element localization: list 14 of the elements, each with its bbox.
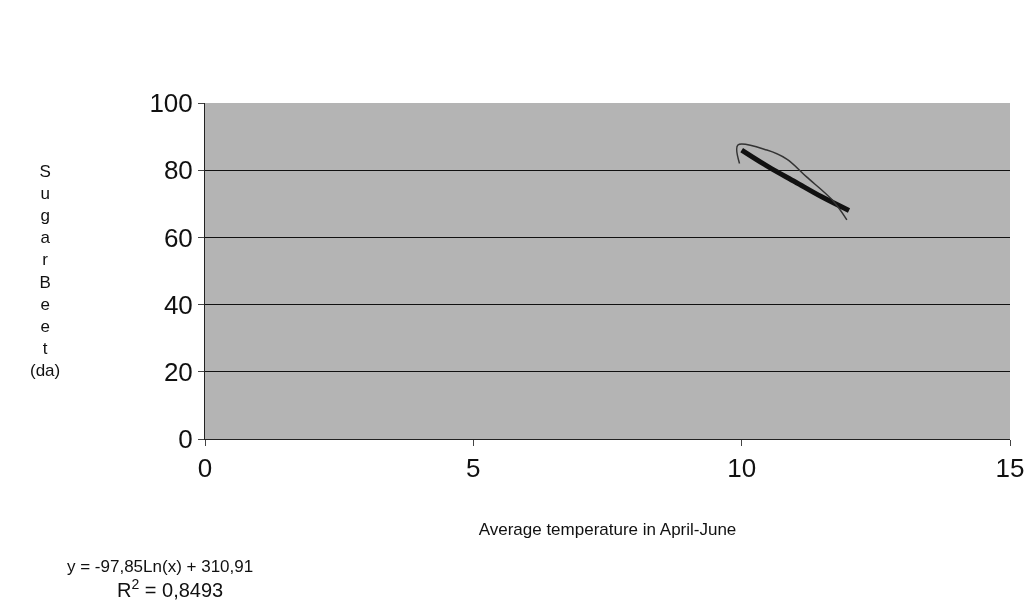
text: y = -97,85Ln(x) + 310,91 bbox=[67, 557, 254, 576]
x-tick-label: 5 bbox=[466, 453, 481, 484]
x-tick-label: 15 bbox=[995, 453, 1025, 484]
y-tick-label: 20 bbox=[163, 356, 193, 387]
y-tick-label: 100 bbox=[149, 88, 193, 119]
x-axis-title: Average temperature in April-June bbox=[478, 519, 737, 539]
y-tick-label: 60 bbox=[163, 222, 193, 253]
x-tick-label: 0 bbox=[197, 453, 213, 484]
text: R$^{2}$ = 0,8493 bbox=[117, 576, 224, 602]
x-tick-label: 10 bbox=[727, 453, 757, 484]
text: SugarBeet (da) bbox=[30, 162, 61, 380]
y-tick-label: 0 bbox=[178, 424, 193, 455]
y-tick-label: 40 bbox=[163, 289, 193, 320]
y-tick-label: 80 bbox=[163, 155, 193, 186]
